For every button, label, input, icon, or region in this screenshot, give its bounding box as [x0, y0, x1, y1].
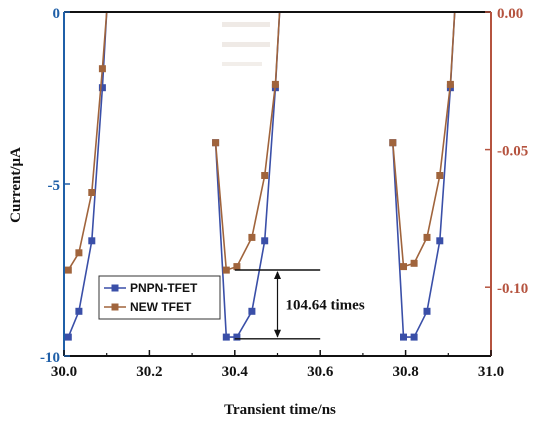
- data-point: [75, 307, 83, 315]
- data-point: [410, 333, 418, 341]
- data-point: [436, 172, 444, 179]
- legend-box: [98, 275, 221, 320]
- annotation-layer: 104.64 times: [234, 269, 365, 340]
- data-point: [248, 307, 256, 315]
- series-line-0-2: [392, 11, 456, 338]
- data-point: [271, 80, 279, 88]
- data-point: [400, 263, 407, 271]
- data-point: [98, 65, 106, 73]
- data-point: [64, 333, 72, 341]
- series-line-1-0: [67, 11, 108, 271]
- background-faint-text: [222, 22, 270, 66]
- ticks-layer: 30.0 30.2 30.4 30.6 30.8 31.0 -10 -5 0 -0.10 -0.05…: [40, 6, 528, 380]
- data-point: [400, 333, 407, 341]
- data-point: [423, 307, 431, 315]
- data-point: [248, 233, 256, 241]
- data-point: [75, 249, 83, 257]
- series-line-0-1: [214, 11, 281, 338]
- data-point: [233, 333, 241, 341]
- data-point: [389, 139, 397, 147]
- right-y-tick-label: 0.00: [497, 6, 523, 22]
- legend-marker-new: [111, 303, 119, 311]
- data-point: [233, 263, 241, 271]
- annotation-label: 104.64 times: [286, 297, 365, 313]
- ghost-mark: [222, 42, 270, 47]
- x-tick-label: 30.8: [392, 364, 418, 380]
- x-tick-label: 30.2: [136, 364, 162, 380]
- data-point: [64, 266, 72, 274]
- series-new-tfet: [64, 11, 456, 274]
- x-tick-label: 30.0: [51, 364, 77, 380]
- data-point: [88, 189, 96, 196]
- legend-label-pnpn: PNPN-TFET: [130, 281, 198, 295]
- legend-entry-pnpn: PNPN-TFET: [104, 281, 198, 295]
- legend-marker-pnpn: [111, 284, 119, 292]
- legend-entry-new: NEW TFET: [104, 300, 192, 314]
- series-layer: [64, 11, 456, 341]
- data-point: [423, 233, 431, 241]
- x-tick-label: 31.0: [478, 364, 504, 380]
- data-point: [261, 237, 269, 245]
- x-tick-label: 30.4: [222, 364, 249, 380]
- data-point: [98, 84, 106, 92]
- ghost-mark: [222, 62, 262, 66]
- x-tick-label: 30.6: [307, 364, 334, 380]
- data-point: [222, 266, 230, 274]
- legend-label-new: NEW TFET: [130, 300, 192, 314]
- series-line-1-1: [214, 11, 281, 272]
- left-y-tick-label: -10: [40, 350, 60, 366]
- left-y-tick-label: -5: [48, 178, 61, 194]
- x-axis-label: Transient time/ns: [224, 402, 336, 418]
- annotation-arrowhead-down: [274, 329, 281, 338]
- data-point: [212, 139, 220, 147]
- data-point: [436, 237, 444, 245]
- left-y-tick-label: 0: [53, 6, 61, 22]
- ghost-mark: [222, 22, 270, 27]
- data-point: [446, 80, 454, 88]
- series-line-1-2: [392, 11, 456, 268]
- right-y-tick-label: -0.10: [497, 281, 528, 297]
- annotation-arrowhead-up: [274, 271, 281, 279]
- data-point: [261, 172, 269, 179]
- data-point: [410, 259, 418, 267]
- y-axis-label: Current/μA: [8, 147, 24, 223]
- data-point: [88, 237, 96, 245]
- data-point: [222, 333, 230, 341]
- right-y-tick-label: -0.05: [497, 144, 528, 160]
- legend: PNPN-TFET NEW TFET: [98, 275, 221, 320]
